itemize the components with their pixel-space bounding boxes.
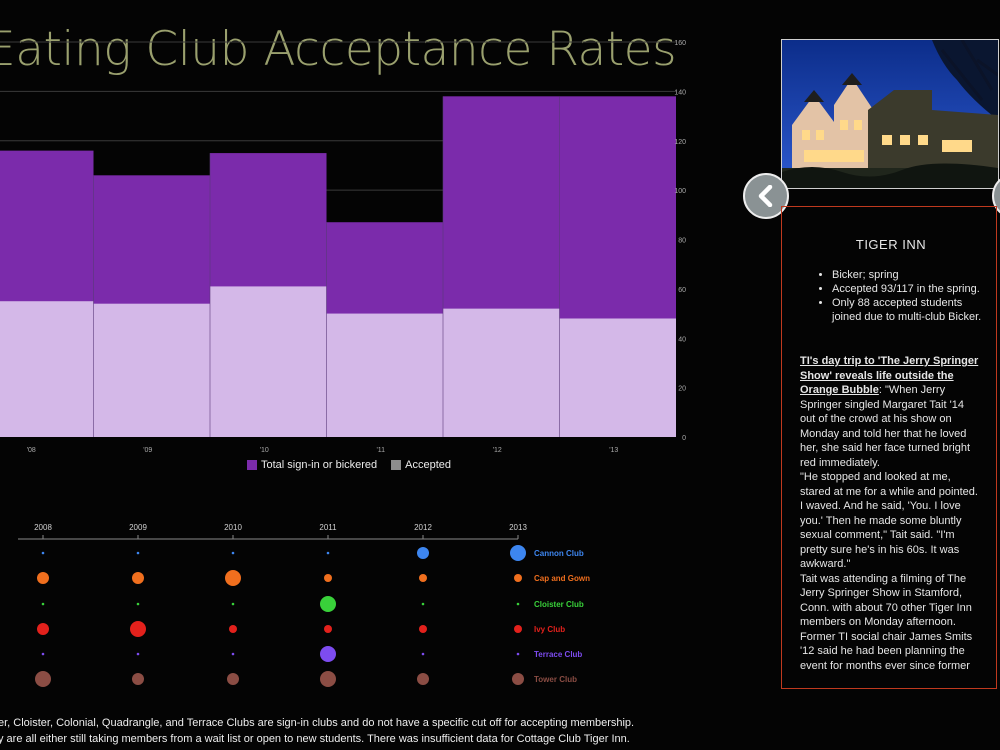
x-tick-label: '09 [143,447,152,454]
bar-accepted-2 [210,286,327,437]
article-paragraph: Tait was attending a filming of The Jerr… [800,572,973,672]
year-label: 2009 [129,523,147,532]
y-tick-label: 80 [678,238,686,245]
article-excerpt: TI's day trip to 'The Jerry Springer Sho… [800,354,982,673]
bubble [231,602,235,606]
club-label: Tower Club [534,675,577,684]
y-tick-label: 120 [674,139,686,146]
bubble [320,671,336,687]
legend-label-accepted: Accepted [405,459,452,471]
legend-entry-total: Total sign-in or bickered [247,459,377,471]
club-fact: Bicker; spring [832,268,982,282]
bubble [136,602,140,606]
y-tick-label: 60 [678,287,686,294]
bubble [510,545,526,561]
tiger-inn-photo [781,39,999,189]
y-tick-label: 40 [678,336,686,343]
bubble [225,570,241,586]
article-headline-link[interactable]: TI's day trip to 'The Jerry Springer Sho… [800,355,979,396]
bubble [324,625,332,633]
bubble [419,574,427,582]
y-tick-label: 100 [674,188,686,195]
bar-accepted-1 [93,303,210,437]
bubble [41,652,45,656]
bubble [130,621,146,637]
bubble [41,602,45,606]
legend-entry-accepted: Accepted [391,459,451,471]
footnote: er, Cloister, Colonial, Quadrangle, and … [0,715,998,747]
bubble [326,551,330,555]
legend-swatch-accepted [391,460,402,470]
article-intro: : "When Jerry Springer singled Margaret … [800,384,970,469]
club-name: TIGER INN [855,237,927,252]
bar-accepted-0 [0,301,94,437]
bubble [229,625,237,633]
article-paragraph: "He stopped and looked at me, stared at … [800,471,978,570]
bubble [512,673,524,685]
bubble [421,602,425,606]
bubble [417,673,429,685]
bubble [320,646,336,662]
bubble [41,551,45,555]
year-label: 2008 [34,523,52,532]
x-tick-label: '12 [493,447,502,454]
bubble [516,602,520,606]
bubble [136,652,140,656]
bubble [227,673,239,685]
club-label: Cloister Club [534,600,584,609]
club-fact: Only 88 accepted students joined due to … [832,296,982,324]
bubble-chart: 2008 2009 2010 2011 2012 2013 Cannon Club Cap a… [18,523,590,687]
bubble [136,551,140,555]
footnote-line-2: y are all either still taking members fr… [0,733,630,745]
footnote-line-1: er, Cloister, Colonial, Quadrangle, and … [0,717,635,729]
bar-accepted-4 [443,308,560,437]
club-facts-list: Bicker; spring Accepted 93/117 in the sp… [800,268,982,324]
bar-accepted-3 [326,313,443,437]
bubble [324,574,332,582]
legend-swatch-total [247,460,257,470]
year-label: 2011 [319,523,337,532]
year-label: 2010 [224,523,242,532]
x-tick-label: '11 [376,447,385,454]
club-label: Ivy Club [534,625,565,634]
club-info-panel: TIGER INN Bicker; spring Accepted 93/117… [781,206,997,689]
bubble [231,652,235,656]
bubble [132,673,144,685]
y-tick-label: 160 [674,40,686,47]
bubble [35,671,51,687]
year-label: 2012 [414,523,432,532]
photo-illustration [782,40,998,188]
y-tick-label: 20 [678,386,686,393]
bubble [132,572,144,584]
club-label: Terrace Club [534,650,582,659]
chevron-left-icon [758,185,773,207]
club-label: Cannon Club [534,549,584,558]
x-tick-label: '10 [260,447,269,454]
bubble [37,623,49,635]
bubble [419,625,427,633]
bar-chart: '08 '09 '10 '11 '12 '13 0 20 40 60 80 100 120 140 160 [0,40,686,454]
bubble [514,574,522,582]
bar-accepted-5 [559,318,676,437]
x-tick-label: '13 [609,447,618,454]
bubble [320,596,336,612]
x-tick-label: '08 [27,447,36,454]
legend-label-total: Total sign-in or bickered [261,459,378,471]
y-tick-label: 140 [674,89,686,96]
bubble [37,572,49,584]
bubble [514,625,522,633]
y-tick-label: 0 [682,435,686,442]
bubble [231,551,235,555]
page-title: Eating Club Acceptance Rates [0,22,677,77]
bubble [516,652,520,656]
bubble [417,547,429,559]
club-label: Cap and Gown [534,574,590,583]
chart-legend: Total sign-in or bickered Accepted [247,459,451,471]
bubble [421,652,425,656]
year-label: 2013 [509,523,527,532]
club-fact: Accepted 93/117 in the spring. [832,282,982,296]
